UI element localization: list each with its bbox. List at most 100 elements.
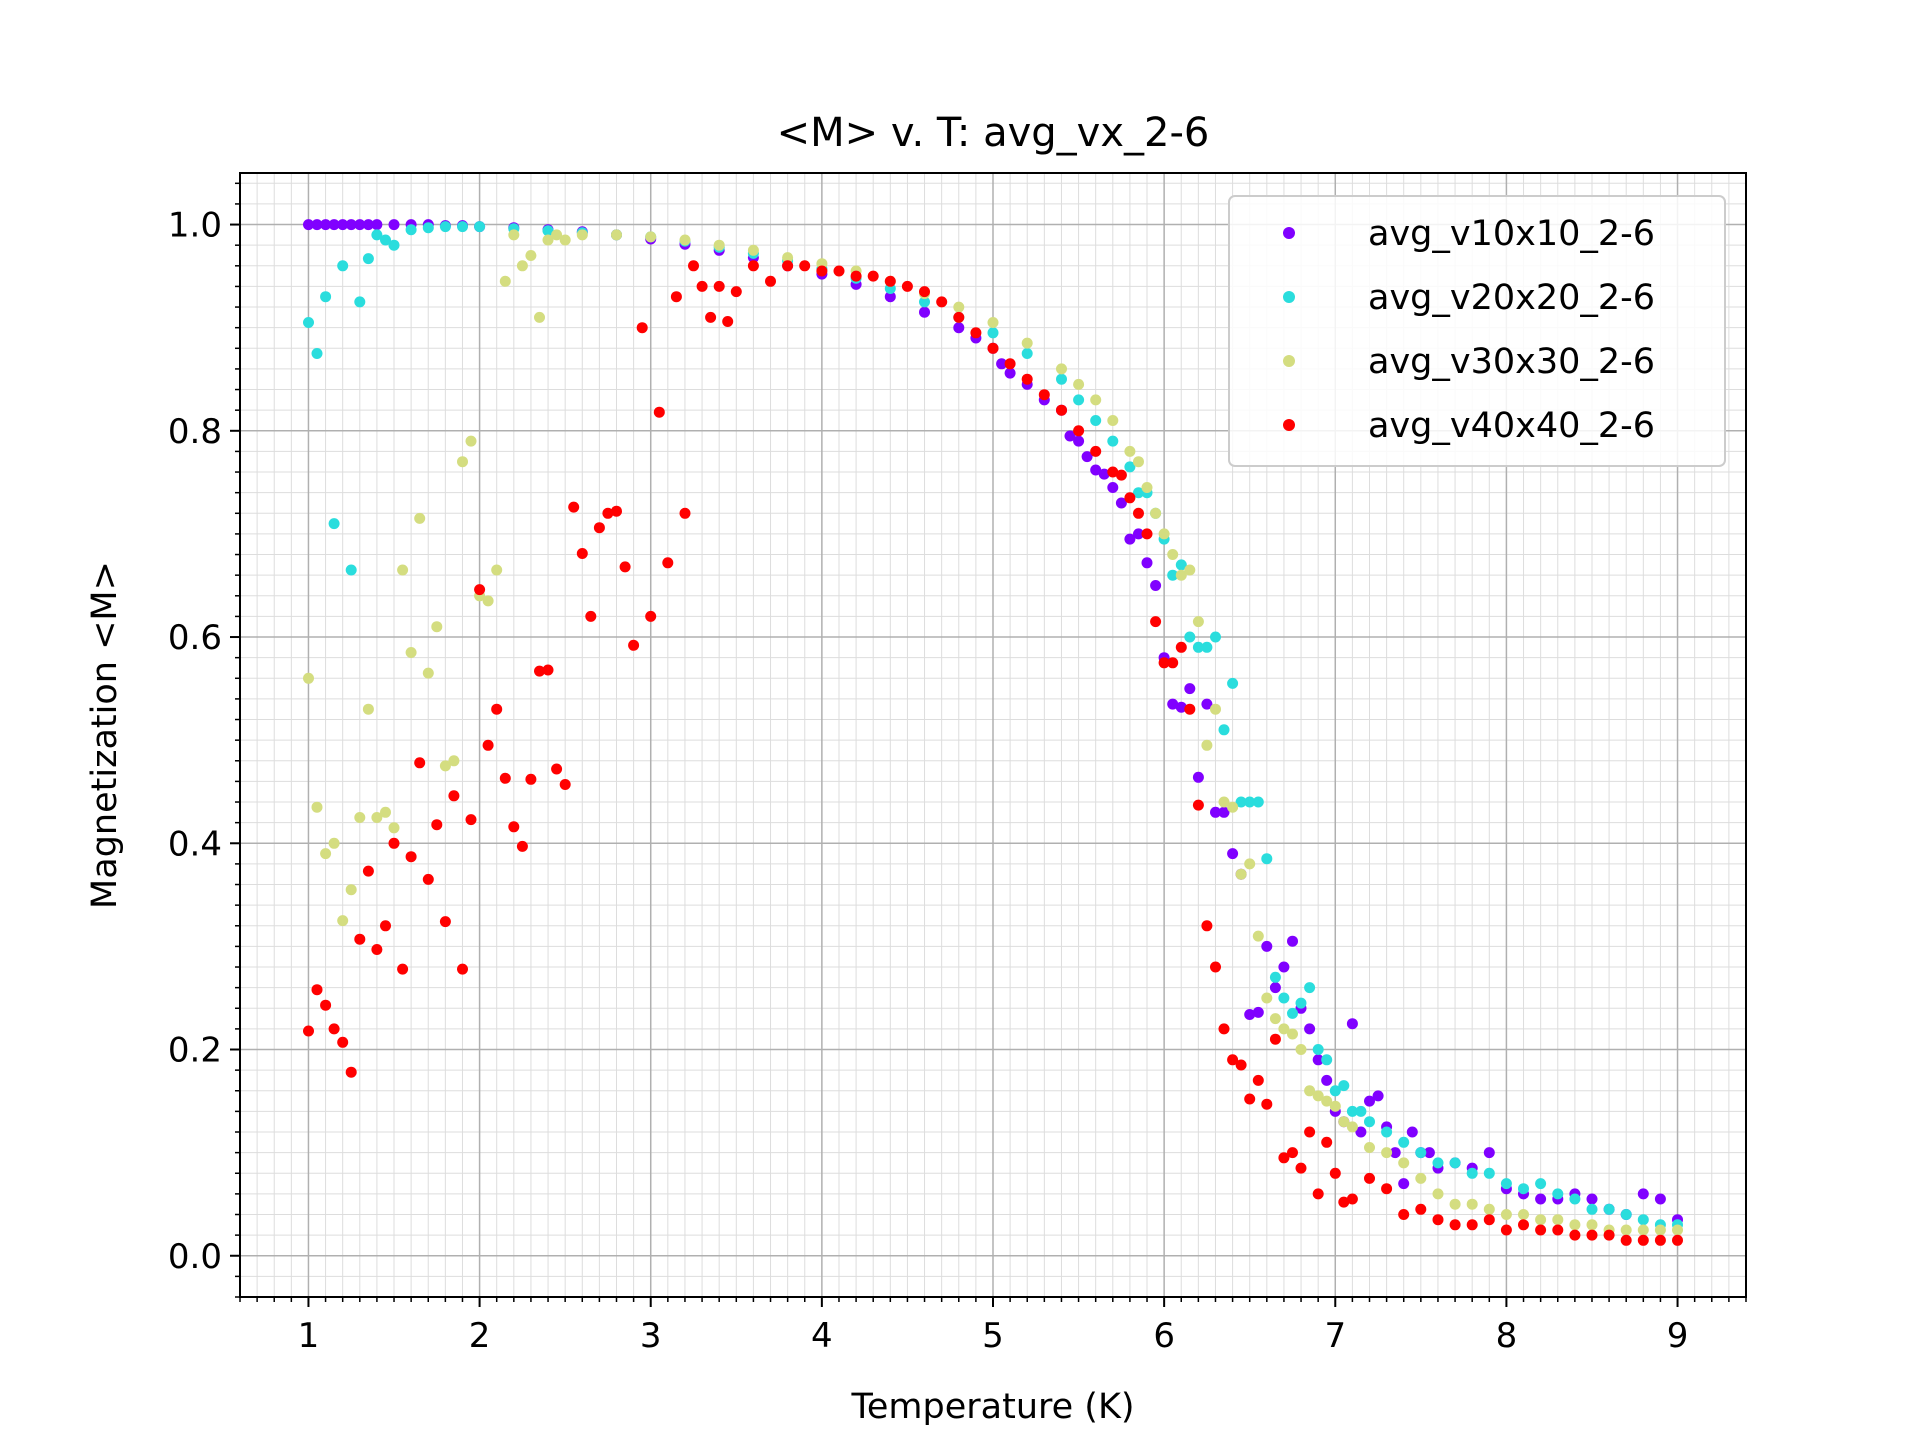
data-point bbox=[362, 703, 374, 715]
legend-marker bbox=[1283, 419, 1295, 431]
data-point bbox=[1637, 1188, 1649, 1200]
data-point bbox=[1056, 404, 1067, 416]
legend: avg_v10x10_2-6 avg_v20x20_2-6 avg_v30x30_2… bbox=[1228, 195, 1726, 467]
data-point bbox=[1073, 425, 1085, 437]
data-point bbox=[1184, 631, 1196, 643]
data-point bbox=[1021, 373, 1033, 385]
data-point bbox=[303, 317, 314, 328]
data-point bbox=[1107, 415, 1119, 426]
data-point bbox=[1304, 982, 1316, 994]
data-point bbox=[405, 224, 417, 236]
data-point bbox=[516, 840, 528, 852]
data-point bbox=[1167, 549, 1179, 560]
data-point bbox=[1500, 1209, 1512, 1220]
data-point bbox=[457, 221, 468, 233]
data-point bbox=[1415, 1172, 1427, 1184]
data-point bbox=[1304, 1126, 1316, 1138]
data-point bbox=[422, 873, 434, 885]
data-point bbox=[1115, 497, 1127, 509]
data-point bbox=[1398, 1209, 1410, 1220]
data-point bbox=[619, 561, 631, 573]
data-point bbox=[1141, 528, 1153, 540]
data-point bbox=[1090, 415, 1102, 426]
data-point bbox=[1654, 1224, 1666, 1236]
data-point bbox=[1090, 394, 1102, 406]
data-point bbox=[345, 884, 357, 896]
data-point bbox=[611, 229, 622, 241]
data-point bbox=[337, 915, 349, 927]
data-point bbox=[465, 814, 477, 826]
data-point bbox=[1295, 997, 1307, 1009]
data-point bbox=[337, 260, 349, 272]
data-point bbox=[491, 564, 503, 576]
data-point bbox=[1252, 796, 1264, 808]
data-point bbox=[1073, 394, 1085, 406]
data-point bbox=[1038, 389, 1050, 401]
data-point bbox=[431, 819, 443, 831]
data-point bbox=[439, 916, 451, 928]
data-point bbox=[320, 848, 332, 860]
x-tick-label: 3 bbox=[640, 1316, 662, 1356]
data-point bbox=[371, 219, 383, 231]
x-tick-label: 5 bbox=[982, 1316, 1004, 1356]
data-point bbox=[380, 920, 391, 932]
data-point bbox=[1346, 1193, 1358, 1205]
data-point bbox=[653, 406, 665, 418]
data-point bbox=[422, 222, 434, 234]
data-point bbox=[1398, 1178, 1410, 1190]
data-point bbox=[1312, 1090, 1324, 1102]
data-point bbox=[354, 296, 366, 308]
data-point bbox=[1192, 771, 1204, 783]
data-point bbox=[1210, 703, 1221, 715]
data-point bbox=[482, 595, 494, 607]
data-point bbox=[388, 837, 400, 849]
data-point bbox=[1192, 799, 1204, 811]
data-point bbox=[303, 672, 314, 684]
data-point bbox=[1201, 920, 1213, 932]
data-point bbox=[1235, 1059, 1247, 1071]
data-point bbox=[1269, 971, 1281, 983]
legend-marker bbox=[1283, 355, 1295, 367]
data-point bbox=[1312, 1188, 1324, 1200]
data-point bbox=[1321, 1074, 1333, 1086]
data-point bbox=[1329, 1085, 1341, 1097]
data-point bbox=[645, 231, 657, 243]
data-point bbox=[705, 311, 717, 323]
data-point bbox=[1569, 1219, 1581, 1231]
data-point bbox=[1338, 1080, 1350, 1092]
data-point bbox=[1449, 1198, 1461, 1210]
data-point bbox=[1321, 1136, 1333, 1148]
data-point bbox=[833, 265, 845, 277]
y-tick-label: 0.4 bbox=[168, 824, 222, 864]
data-point bbox=[525, 773, 537, 785]
data-point bbox=[1355, 1126, 1367, 1138]
data-point bbox=[1535, 1214, 1547, 1226]
data-point bbox=[1278, 992, 1290, 1004]
data-point bbox=[765, 275, 776, 287]
data-point bbox=[1218, 806, 1230, 818]
data-point bbox=[1133, 487, 1144, 499]
data-point bbox=[1098, 468, 1110, 480]
data-point bbox=[987, 317, 999, 328]
data-point bbox=[1364, 1095, 1375, 1107]
data-point bbox=[1483, 1147, 1495, 1159]
data-point bbox=[1620, 1209, 1632, 1220]
data-point bbox=[1150, 616, 1162, 628]
data-point bbox=[1167, 657, 1179, 669]
data-point bbox=[542, 234, 554, 246]
legend-box bbox=[1228, 195, 1726, 467]
data-point bbox=[1218, 724, 1230, 736]
data-point bbox=[1569, 1229, 1581, 1241]
data-point bbox=[1227, 677, 1239, 689]
data-point bbox=[1364, 1116, 1375, 1128]
data-point bbox=[1637, 1214, 1649, 1226]
x-tick-label: 1 bbox=[298, 1316, 320, 1356]
data-point bbox=[602, 507, 614, 519]
data-point bbox=[1312, 1054, 1324, 1066]
data-point bbox=[884, 275, 896, 287]
data-point bbox=[1321, 1054, 1333, 1066]
data-point bbox=[345, 1066, 357, 1078]
data-point bbox=[1261, 992, 1273, 1004]
data-point bbox=[1269, 1013, 1281, 1025]
data-point bbox=[996, 358, 1008, 370]
